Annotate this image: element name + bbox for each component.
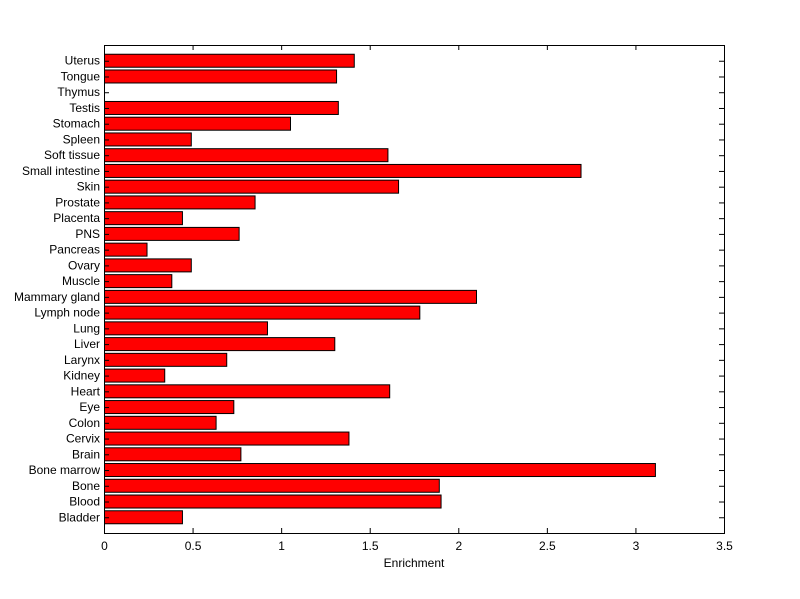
bar-heart (104, 384, 391, 399)
y-tick-label-lung: Lung (73, 321, 100, 335)
x-tick-label-0: 0 (101, 539, 108, 553)
y-tick-label-tongue: Tongue (61, 69, 101, 83)
x-tick-label-1: 0.5 (185, 539, 202, 553)
y-tick-label-mammary-gland: Mammary gland (14, 290, 100, 304)
y-tick-label-brain: Brain (72, 447, 100, 461)
bar-lung (104, 321, 268, 336)
bar-spleen (104, 132, 192, 147)
y-tick-label-testis: Testis (69, 101, 100, 115)
bar-larynx (104, 352, 228, 367)
y-tick-label-eye: Eye (79, 400, 100, 414)
y-tick-label-bone-marrow: Bone marrow (29, 463, 101, 477)
bar-pns (104, 226, 240, 241)
x-tick-label-5: 2.5 (539, 539, 556, 553)
x-tick-label-6: 3 (633, 539, 640, 553)
y-tick-label-thymus: Thymus (57, 85, 100, 99)
bar-placenta (104, 211, 183, 226)
bar-soft-tissue (104, 148, 389, 163)
bar-uterus (104, 53, 355, 68)
bar-testis (104, 100, 339, 115)
bar-lymph-node (104, 305, 421, 320)
bar-tongue (104, 69, 338, 84)
y-tick-label-blood: Blood (69, 495, 100, 509)
y-tick-label-larynx: Larynx (64, 353, 100, 367)
y-tick-label-spleen: Spleen (63, 132, 100, 146)
y-tick-label-bone: Bone (72, 479, 100, 493)
bar-pancreas (104, 242, 148, 257)
plot-frame (104, 45, 725, 534)
bar-small-intestine (104, 163, 582, 178)
bar-brain (104, 447, 242, 462)
bar-stomach (104, 116, 291, 131)
y-tick-label-ovary: Ovary (68, 258, 100, 272)
bar-bone (104, 478, 440, 493)
y-tick-label-placenta: Placenta (53, 211, 100, 225)
y-tick-label-pns: PNS (75, 227, 100, 241)
x-axis-label: Enrichment (384, 556, 445, 570)
y-tick-label-uterus: Uterus (65, 54, 100, 68)
y-tick-label-lymph-node: Lymph node (34, 306, 100, 320)
y-tick-label-bladder: Bladder (59, 510, 100, 524)
bar-colon (104, 415, 217, 430)
y-tick-label-small-intestine: Small intestine (22, 164, 100, 178)
y-tick-label-prostate: Prostate (55, 195, 100, 209)
bar-ovary (104, 258, 192, 273)
y-tick-label-liver: Liver (74, 337, 100, 351)
bar-blood (104, 494, 442, 509)
bar-mammary-gland (104, 289, 477, 304)
bar-eye (104, 400, 235, 415)
y-tick-label-colon: Colon (69, 416, 100, 430)
bar-bone-marrow (104, 463, 656, 478)
y-tick-label-kidney: Kidney (63, 369, 100, 383)
bar-bladder (104, 510, 183, 525)
y-tick-label-soft-tissue: Soft tissue (44, 148, 100, 162)
y-tick-label-stomach: Stomach (53, 117, 100, 131)
x-tick-label-3: 1.5 (362, 539, 379, 553)
bar-liver (104, 337, 336, 352)
x-tick-label-2: 1 (278, 539, 285, 553)
y-tick-label-heart: Heart (71, 384, 101, 398)
x-tick-label-7: 3.5 (716, 539, 733, 553)
bar-muscle (104, 274, 173, 289)
bar-prostate (104, 195, 256, 210)
bar-kidney (104, 368, 166, 383)
bar-skin (104, 179, 400, 194)
y-tick-label-pancreas: Pancreas (49, 243, 100, 257)
bar-cervix (104, 431, 350, 446)
x-tick-label-4: 2 (455, 539, 462, 553)
y-tick-label-cervix: Cervix (66, 432, 100, 446)
y-tick-label-skin: Skin (77, 180, 100, 194)
y-tick-label-muscle: Muscle (62, 274, 100, 288)
